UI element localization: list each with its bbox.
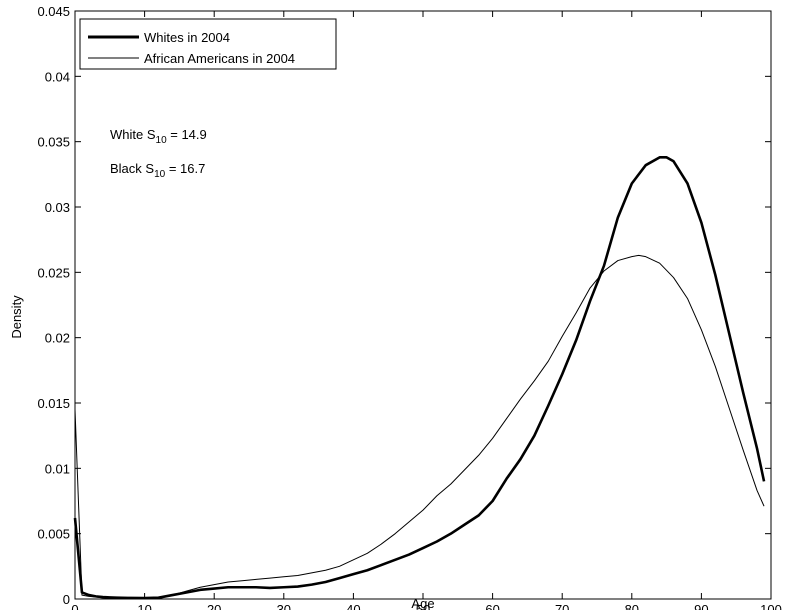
- x-tick-label: 90: [694, 602, 708, 610]
- x-tick-label: 20: [207, 602, 221, 610]
- x-tick-label: 40: [346, 602, 360, 610]
- legend-box: [79, 18, 337, 70]
- y-tick-label: 0: [63, 592, 70, 607]
- x-tick-label: 0: [71, 602, 78, 610]
- x-tick-label: 60: [485, 602, 499, 610]
- annotation-black-s10: Black S10 = 16.7: [110, 161, 205, 180]
- y-tick-label: 0.02: [45, 331, 70, 346]
- annotation-black-suffix: = 16.7: [165, 161, 205, 176]
- y-axis-label: Density: [9, 295, 24, 339]
- y-tick-label: 0.035: [37, 135, 70, 150]
- x-tick-label: 10: [137, 602, 151, 610]
- y-tick-label: 0.01: [45, 461, 70, 476]
- legend-label-whites: Whites in 2004: [144, 30, 230, 45]
- x-axis-label: Age: [411, 596, 434, 610]
- legend-label-african-americans: African Americans in 2004: [144, 51, 295, 66]
- annotation-white-prefix: White S: [110, 127, 156, 142]
- x-tick-label: 70: [555, 602, 569, 610]
- annotation-white-suffix: = 14.9: [167, 127, 207, 142]
- y-tick-label: 0.045: [37, 4, 70, 19]
- annotation-white-s10: White S10 = 14.9: [110, 127, 207, 146]
- annotation-black-subscript: 10: [154, 169, 166, 180]
- series-line-whites: [73, 156, 766, 600]
- x-tick-label: 80: [625, 602, 639, 610]
- annotation-white-subscript: 10: [156, 135, 168, 146]
- y-tick-label: 0.04: [45, 69, 70, 84]
- x-tick-label: 30: [277, 602, 291, 610]
- y-tick-label: 0.015: [37, 396, 70, 411]
- x-tick-label: 100: [760, 602, 782, 610]
- x-tick-label: 50: [416, 602, 430, 610]
- y-tick-label: 0.005: [37, 527, 70, 542]
- series-line-african-americans: [74, 254, 765, 599]
- x-axis: 0 10 20 30 40 50 60 70 80 90 100: [71, 11, 782, 610]
- y-tick-label: 0.03: [45, 200, 70, 215]
- series-layer: [73, 156, 766, 600]
- y-tick-label: 0.025: [37, 265, 70, 280]
- y-axis: 0 0.005 0.01 0.015 0.02 0.025 0.03 0.035 0.04 0.0…: [37, 4, 771, 607]
- annotation-black-prefix: Black S: [110, 161, 154, 176]
- legend: Whites in 2004 African Americans in 2004: [79, 18, 337, 70]
